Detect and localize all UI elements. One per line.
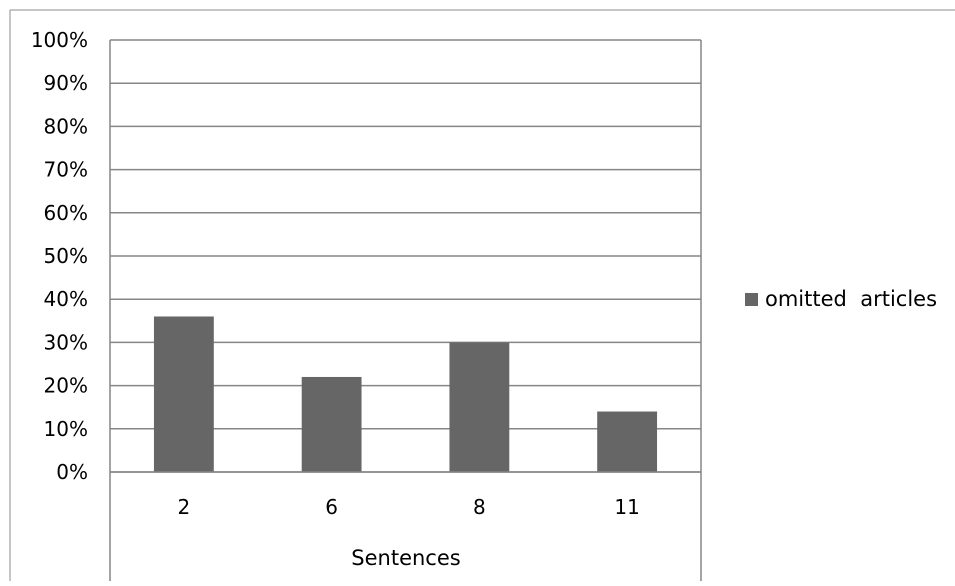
y-tick-label: 60% — [44, 201, 88, 225]
bars — [153, 316, 658, 472]
bar-11 — [597, 411, 658, 472]
y-tick-label: 90% — [44, 71, 88, 95]
y-axis-tick-labels: 0% 10% 20% 30% 40% 50% 60% 70% 80% 90% 100% — [31, 28, 88, 484]
x-axis — [109, 40, 702, 581]
y-tick-label: 80% — [44, 114, 88, 138]
y-tick-label: 40% — [44, 287, 88, 311]
x-axis-tick-labels: 2 6 8 11 — [178, 495, 640, 519]
y-tick-label: 50% — [44, 244, 88, 268]
x-tick-label: 6 — [325, 495, 338, 519]
bar-2 — [153, 316, 214, 472]
y-tick-label: 0% — [56, 460, 88, 484]
y-tick-label: 100% — [31, 28, 88, 52]
bar-6 — [301, 376, 362, 472]
x-tick-label: 2 — [178, 495, 191, 519]
y-tick-label: 20% — [44, 374, 88, 398]
legend-swatch — [745, 293, 758, 306]
x-tick-label: 8 — [473, 495, 486, 519]
y-tick-label: 10% — [44, 417, 88, 441]
x-axis-title: Sentences — [351, 546, 460, 570]
legend-label: omitted articles — [765, 287, 937, 311]
y-tick-label: 70% — [44, 158, 88, 182]
bar-8 — [449, 342, 510, 472]
x-tick-label: 11 — [614, 495, 639, 519]
y-tick-label: 30% — [44, 330, 88, 354]
legend: omitted articles — [745, 287, 937, 311]
